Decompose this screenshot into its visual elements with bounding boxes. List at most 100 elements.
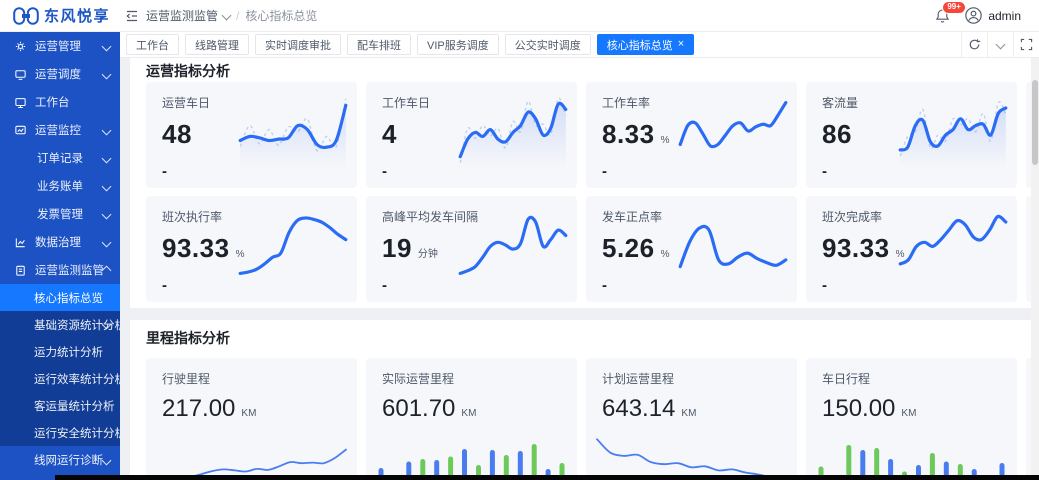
chevron-down-icon xyxy=(101,69,112,79)
mileage-unit: KM xyxy=(901,408,917,419)
kpi-value: 48 xyxy=(162,119,192,149)
mileage-value: 217.00 xyxy=(162,395,236,422)
kpi-card-row-2: 班次执行率 93.33% - 高峰平均发车间隔 19 分钟 - 发车正点率 5.2… xyxy=(146,196,1031,302)
kpi-footer: - xyxy=(602,163,607,180)
kpi-label: 高峰平均发车间隔 xyxy=(382,210,479,224)
kpi-card-working-vehicle-days: 工作车日 4 - xyxy=(366,82,577,188)
kpi-footer: - xyxy=(382,277,387,294)
sidebar-item-invoice-management[interactable]: 发票管理 xyxy=(0,200,120,228)
mileage-label: 车日行程 xyxy=(822,372,871,386)
main-content: 运营指标分析 运营车日 48 - 工作车日 4 - 工作车率 8.33% xyxy=(120,58,1031,480)
sidebar-item-label: 业务账单 xyxy=(37,181,83,193)
breadcrumb-section-label: 运营监测监管 xyxy=(146,9,219,23)
mileage-card-daily-vehicle-trip: 车日行程 150.00 KM xyxy=(806,358,1017,480)
mileage-label: 实际运营里程 xyxy=(382,372,455,386)
sidebar-item-label: 订单记录 xyxy=(37,153,83,165)
sidebar-item-operations-dispatch[interactable]: 运营调度 xyxy=(0,60,120,88)
notifications-button[interactable]: 99+ xyxy=(935,0,966,24)
mileage-card-planned-operating-mileage: 计划运营里程 643.14 KM xyxy=(586,358,797,480)
kpi-card-partial xyxy=(1026,196,1031,302)
breadcrumb-section[interactable]: 运营监测监管 xyxy=(146,7,232,24)
kpi-value: 5.26 xyxy=(602,233,655,263)
sidebar-item-operations-monitoring[interactable]: 运营监控 xyxy=(0,116,120,144)
sidebar-item-capacity-stats[interactable]: 运力统计分析 xyxy=(0,338,120,365)
mileage-unit: KM xyxy=(241,408,257,419)
mileage-chart xyxy=(818,445,1005,480)
user-menu[interactable]: admin xyxy=(965,7,1021,24)
mileage-chart xyxy=(596,438,787,480)
tab-vip-service-dispatch[interactable]: VIP服务调度 xyxy=(417,34,499,55)
monitor-icon xyxy=(15,125,26,134)
kpi-card-peak-departure-interval: 高峰平均发车间隔 19 分钟 - xyxy=(366,196,577,302)
clipboard-icon xyxy=(16,265,25,276)
sidebar-item-efficiency-stats[interactable]: 运行效率统计分析 xyxy=(0,365,120,392)
scrollbar-thumb[interactable] xyxy=(1032,80,1038,165)
tab-options-chevron-icon[interactable] xyxy=(987,32,1013,57)
sidebar-item-order-records[interactable]: 订单记录 xyxy=(0,144,120,172)
section-title-mileage: 里程指标分析 xyxy=(146,330,230,346)
kpi-unit: 分钟 xyxy=(417,249,438,260)
chevron-down-icon xyxy=(101,209,112,219)
kpi-panel: 运营指标分析 运营车日 48 - 工作车日 4 - 工作车率 8.33% xyxy=(130,58,1031,308)
kpi-card-working-vehicle-rate: 工作车率 8.33% - xyxy=(586,82,797,188)
tab-realtime-dispatch-approval[interactable]: 实时调度审批 xyxy=(255,34,341,55)
kpi-value: 93.33 xyxy=(822,233,890,263)
sidebar-item-label: 线网运行诊断 xyxy=(34,455,103,467)
mileage-label: 计划运营里程 xyxy=(602,372,675,386)
sidebar-item-basic-resource-stats[interactable]: 基础资源统计分析 xyxy=(0,311,120,338)
tab-bus-realtime-dispatch[interactable]: 公交实时调度 xyxy=(504,34,591,55)
bottom-edge-strip xyxy=(55,475,1039,480)
kpi-footer: - xyxy=(822,163,827,180)
sidebar-item-label: 发票管理 xyxy=(37,209,83,221)
tab-vehicle-scheduling[interactable]: 配车排班 xyxy=(347,34,411,55)
sidebar-item-network-diagnosis[interactable]: 线网运行诊断 xyxy=(0,446,120,474)
tab-controls xyxy=(961,32,1039,57)
kpi-card-trip-execution-rate: 班次执行率 93.33% - xyxy=(146,196,357,302)
username: admin xyxy=(988,8,1021,23)
sidebar-item-operations-management[interactable]: 运营管理 xyxy=(0,32,120,60)
kpi-card-trip-completion-rate: 班次完成率 93.33% - xyxy=(806,196,1017,302)
menu-fold-icon[interactable] xyxy=(122,6,142,26)
sidebar-item-business-bills[interactable]: 业务账单 xyxy=(0,172,120,200)
kpi-unit: % xyxy=(660,135,670,146)
top-header: 东风悦享 运营监测监管 / 核心指标总览 99+ xyxy=(0,0,1039,32)
refresh-icon[interactable] xyxy=(961,32,987,57)
kpi-sparkline xyxy=(458,97,568,168)
sidebar-submenu: 核心指标总览 基础资源统计分析 运力统计分析 运行效率统计分析 客运量统计分析 … xyxy=(0,284,120,446)
mileage-chart xyxy=(171,448,347,480)
tab-label: 工作台 xyxy=(136,39,169,52)
sidebar-item-core-indicator-overview[interactable]: 核心指标总览 xyxy=(0,284,120,311)
kpi-value: 86 xyxy=(822,119,852,149)
tab-line-management[interactable]: 线路管理 xyxy=(185,34,249,55)
kpi-footer: - xyxy=(162,163,167,180)
sidebar-item-label: 运营管理 xyxy=(35,41,81,53)
section-title-operations: 运营指标分析 xyxy=(146,63,230,79)
breadcrumb-separator: / xyxy=(236,8,240,23)
kpi-card-row-1: 运营车日 48 - 工作车日 4 - 工作车率 8.33% - xyxy=(146,82,1031,188)
dispatch-icon xyxy=(15,69,26,80)
sidebar-item-data-governance[interactable]: 数据治理 xyxy=(0,228,120,256)
tab-label: 实时调度审批 xyxy=(265,39,331,52)
fullscreen-icon[interactable] xyxy=(1013,32,1039,57)
sidebar-item-workbench[interactable]: 工作台 xyxy=(0,88,120,116)
brand-logo-icon xyxy=(13,6,39,25)
tab-core-indicator-overview[interactable]: 核心指标总览 × xyxy=(596,34,695,55)
breadcrumb: 运营监测监管 / 核心指标总览 xyxy=(146,7,317,24)
close-icon[interactable]: × xyxy=(677,38,685,50)
tab-label: 公交实时调度 xyxy=(514,39,581,52)
sidebar-item-label: 运行效率统计分析 xyxy=(34,373,120,386)
kpi-label: 班次执行率 xyxy=(162,210,223,224)
sidebar-item-operations-supervision[interactable]: 运营监测监管 xyxy=(0,256,120,284)
sidebar-item-label: 运营调度 xyxy=(35,69,81,81)
chevron-down-icon xyxy=(101,153,112,163)
sidebar: 运营管理 运营调度 工作台 运营监控 xyxy=(0,32,120,480)
mileage-label: 行驶里程 xyxy=(162,372,211,386)
vertical-scrollbar xyxy=(1031,58,1039,480)
sidebar-item-passenger-volume-stats[interactable]: 客运量统计分析 xyxy=(0,392,120,419)
tab-workbench[interactable]: 工作台 xyxy=(126,34,179,55)
kpi-value: 4 xyxy=(382,119,397,149)
sidebar-item-safety-stats[interactable]: 运行安全统计分析 xyxy=(0,419,120,446)
kpi-footer: - xyxy=(822,277,827,294)
chevron-down-icon xyxy=(101,455,112,465)
mileage-unit: KM xyxy=(681,408,697,419)
